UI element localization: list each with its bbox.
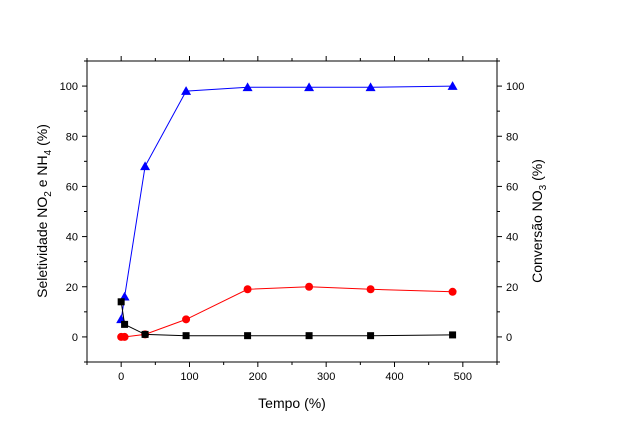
ticks-layer: 0 100 200 300 400 500 0 0 20 20 40 40 60 60 80 80 100 100 [60, 56, 524, 383]
y-axis-title-left: Seletividade NO2 e NH4 (%) [34, 124, 54, 298]
data-point-square [182, 332, 190, 340]
x-tick-label: 200 [249, 371, 267, 383]
y-right-title-prefix: Conversão NO [529, 190, 545, 283]
data-point-circle [366, 285, 375, 294]
y-left-title-middle: e NH [34, 155, 50, 191]
y-tick-label-right: 100 [506, 81, 524, 93]
data-point-circle [243, 285, 252, 294]
series-line-triangle [120, 85, 453, 320]
y-tick-label-left: 80 [66, 131, 78, 143]
data-point-square [141, 330, 149, 338]
y-left-title-sub1: 2 [43, 191, 54, 197]
series-square [117, 298, 457, 340]
x-tick-label: 100 [180, 371, 198, 383]
data-point-triangle [304, 82, 315, 92]
series-triangle [116, 81, 458, 324]
y-tick-label-right: 0 [506, 332, 512, 344]
y-right-title-suffix: (%) [529, 159, 545, 185]
y-left-title-suffix: (%) [34, 124, 50, 150]
data-point-triangle [181, 86, 192, 95]
y-tick-label-right: 20 [506, 282, 518, 294]
y-tick-label-left: 0 [72, 332, 78, 344]
y-axis-title-right: Conversão NO3 (%) [529, 159, 549, 283]
x-axis-title: Tempo (%) [258, 395, 326, 411]
data-point-square [244, 332, 252, 340]
series-layer [116, 81, 458, 341]
x-tick-label: 400 [385, 371, 403, 383]
data-point-square [121, 320, 129, 328]
series-circle [117, 282, 457, 341]
x-tick-label: 0 [118, 371, 124, 383]
data-point-triangle [447, 81, 458, 90]
data-point-triangle [242, 82, 253, 92]
x-tick-label: 300 [317, 371, 335, 383]
y-tick-label-right: 60 [506, 181, 518, 193]
y-tick-label-left: 60 [66, 181, 78, 193]
data-point-triangle [365, 82, 376, 92]
y-right-title-sub1: 3 [538, 184, 549, 190]
y-left-title-sub2: 4 [43, 149, 54, 155]
data-point-square [449, 331, 457, 339]
y-tick-label-right: 40 [506, 232, 518, 244]
data-point-square [117, 298, 125, 306]
series-line-circle [121, 286, 453, 338]
y-tick-label-left: 20 [66, 282, 78, 294]
data-point-square [305, 332, 313, 340]
data-point-triangle [140, 161, 151, 171]
y-tick-label-right: 80 [506, 131, 518, 143]
series-line-square [120, 301, 453, 337]
data-point-circle [182, 315, 191, 324]
data-point-square [367, 332, 375, 340]
data-point-circle [120, 332, 129, 341]
data-point-circle [448, 287, 457, 296]
y-tick-label-left: 100 [60, 81, 78, 93]
plot-frame [86, 60, 498, 363]
data-point-circle [305, 282, 314, 291]
x-tick-label: 500 [454, 371, 472, 383]
y-left-title-prefix: Seletividade NO [34, 197, 50, 298]
y-tick-label-left: 40 [66, 232, 78, 244]
